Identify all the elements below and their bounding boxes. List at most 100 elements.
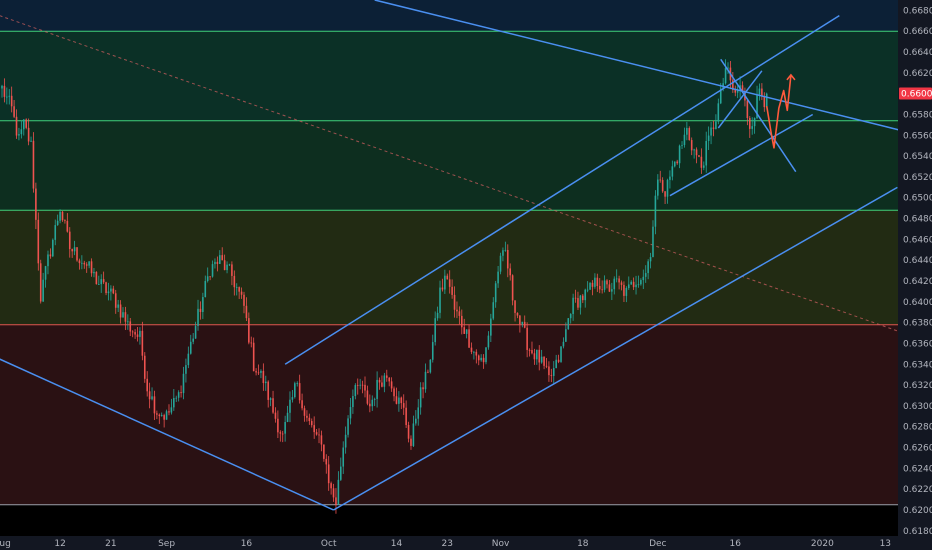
candle-body: [424, 371, 427, 390]
candle: [710, 122, 712, 145]
candle-body: [434, 318, 436, 343]
x-tick-label: 23: [442, 539, 453, 549]
candle-body: [364, 384, 366, 391]
candle-body: [325, 458, 328, 465]
candle-body: [240, 291, 243, 295]
x-tick-label: 14: [391, 539, 403, 549]
candle-body: [243, 294, 245, 306]
trendlines[interactable]: [0, 0, 932, 511]
candle: [565, 322, 567, 342]
candle-body: [422, 387, 424, 390]
candle-body: [192, 338, 194, 342]
candle-body: [211, 264, 214, 277]
candle: [765, 92, 768, 108]
candle-body: [279, 432, 282, 434]
x-tick-label: 13: [880, 539, 891, 549]
candle-body: [390, 381, 393, 389]
x-axis-ticks: Aug 12 21 Sep 16 Oct 14 23 Nov 18 Dec 16 2020 13: [0, 539, 891, 549]
x-axis-panel[interactable]: [0, 536, 932, 550]
candle-body: [209, 276, 211, 278]
candle-body: [262, 370, 265, 384]
candle: [451, 279, 453, 299]
candle: [134, 329, 136, 339]
candle: [366, 385, 369, 406]
candle-body: [354, 385, 357, 397]
candle-body: [165, 411, 168, 420]
candle: [361, 380, 364, 394]
candle-body: [59, 211, 61, 221]
candle-body: [347, 418, 349, 435]
candle-body: [494, 283, 497, 303]
candle: [105, 281, 107, 296]
candle-body: [528, 349, 531, 351]
candle-body: [337, 479, 340, 505]
candle-body: [90, 261, 93, 274]
candle-body: [497, 271, 499, 284]
candle-body: [492, 302, 495, 319]
candle-body: [52, 239, 54, 257]
candle-body: [705, 140, 708, 166]
y-tick-label: 0.61800: [903, 527, 932, 537]
candle: [267, 380, 269, 408]
candle: [763, 92, 766, 112]
candle: [6, 87, 8, 105]
candle-body: [642, 276, 645, 281]
candle: [456, 301, 458, 319]
candle-body: [310, 421, 313, 426]
trendline-5[interactable]: [720, 58, 797, 173]
trendline-1[interactable]: [333, 186, 898, 511]
candle: [47, 250, 49, 275]
candle: [143, 352, 146, 383]
candle-body: [756, 94, 758, 119]
candle-body: [625, 288, 628, 296]
candle-body: [690, 140, 693, 151]
candle: [715, 114, 717, 130]
candle-body: [318, 434, 320, 436]
candle: [98, 275, 100, 285]
trendline-0[interactable]: [0, 358, 334, 511]
trendline-4[interactable]: [669, 113, 814, 197]
candle: [59, 209, 61, 224]
candle: [390, 377, 393, 392]
candle: [550, 368, 553, 383]
candle: [163, 413, 165, 428]
candle-body: [214, 261, 216, 265]
candle: [381, 375, 383, 388]
trendline-2[interactable]: [284, 14, 840, 365]
candle-body: [47, 254, 49, 267]
candle-body: [531, 350, 533, 354]
candle: [274, 407, 277, 423]
candle: [209, 276, 211, 281]
candle: [482, 354, 485, 369]
candle: [700, 148, 703, 174]
candle-body: [393, 388, 395, 397]
candle: [110, 285, 112, 301]
candle: [35, 182, 37, 230]
candle-body: [543, 356, 545, 366]
x-tick-label: Oct: [321, 539, 337, 549]
candle: [446, 273, 449, 280]
candle: [410, 435, 412, 450]
candle: [8, 89, 11, 105]
candle: [168, 404, 170, 416]
trendline-6[interactable]: [717, 70, 763, 129]
candle-body: [533, 353, 536, 360]
candle: [448, 270, 451, 294]
candle: [664, 190, 666, 204]
candle-body: [32, 140, 35, 189]
candle-body: [695, 149, 698, 156]
candle-body: [170, 407, 173, 413]
candle: [703, 161, 705, 171]
candle: [586, 281, 589, 293]
candle: [548, 361, 550, 382]
candle-body: [136, 334, 139, 337]
candle: [712, 120, 715, 137]
trendline-3[interactable]: [374, 0, 932, 146]
candle-body: [223, 260, 226, 271]
